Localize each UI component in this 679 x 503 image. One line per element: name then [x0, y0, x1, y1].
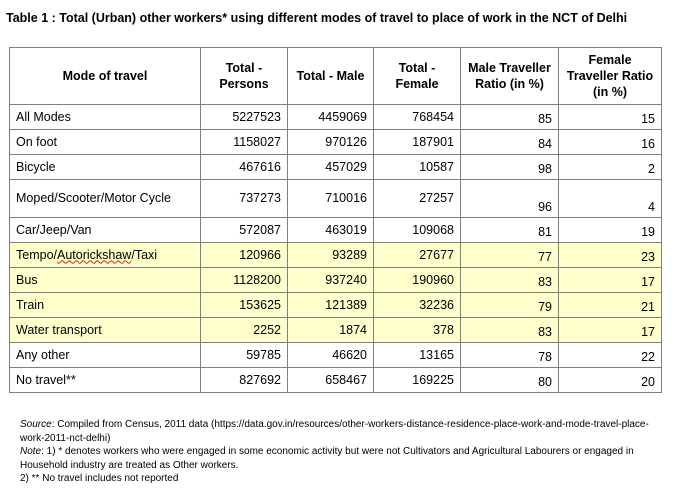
header-total-female: Total - Female [373, 47, 461, 105]
cell-male-ratio: 79 [460, 292, 559, 318]
table-row: Train 153625 121389 32236 79 21 [9, 292, 662, 318]
table-row: Water transport 2252 1874 378 83 17 [9, 317, 662, 343]
cell-female-ratio: 4 [558, 179, 662, 218]
header-female-ratio: Female Traveller Ratio (in %) [558, 47, 662, 105]
spellcheck-word: Autorickshaw [57, 247, 132, 262]
table-row: Bicycle 467616 457029 10587 98 2 [9, 154, 662, 180]
cell-persons: 153625 [200, 292, 288, 318]
cell-male: 46620 [287, 342, 374, 368]
cell-female-ratio: 16 [558, 129, 662, 155]
table-row: Car/Jeep/Van 572087 463019 109068 81 19 [9, 217, 662, 243]
table-row: Bus 1128200 937240 190960 83 17 [9, 267, 662, 293]
cell-female-ratio: 23 [558, 242, 662, 268]
cell-persons: 5227523 [200, 104, 288, 130]
cell-female: 10587 [373, 154, 461, 180]
cell-mode: Moped/Scooter/Motor Cycle [9, 179, 201, 218]
cell-female: 187901 [373, 129, 461, 155]
table-row: Moped/Scooter/Motor Cycle 737273 710016 … [9, 179, 662, 218]
cell-female: 27257 [373, 179, 461, 218]
cell-male-ratio: 78 [460, 342, 559, 368]
note-label: Note [20, 446, 42, 457]
cell-male-ratio: 83 [460, 267, 559, 293]
cell-mode: Car/Jeep/Van [9, 217, 201, 243]
cell-mode: On foot [9, 129, 201, 155]
cell-female-ratio: 21 [558, 292, 662, 318]
cell-male-ratio: 80 [460, 367, 559, 393]
cell-mode: Tempo/Autorickshaw/Taxi [9, 242, 201, 268]
cell-male: 658467 [287, 367, 374, 393]
cell-persons: 2252 [200, 317, 288, 343]
cell-persons: 827692 [200, 367, 288, 393]
cell-mode: Bus [9, 267, 201, 293]
cell-male-ratio: 83 [460, 317, 559, 343]
cell-female-ratio: 22 [558, 342, 662, 368]
cell-female: 768454 [373, 104, 461, 130]
cell-mode: Bicycle [9, 154, 201, 180]
cell-male: 463019 [287, 217, 374, 243]
cell-female: 378 [373, 317, 461, 343]
cell-male-ratio: 98 [460, 154, 559, 180]
cell-female: 169225 [373, 367, 461, 393]
cell-male: 93289 [287, 242, 374, 268]
header-row: Mode of travel Total - Persons Total - M… [9, 47, 662, 105]
cell-male: 457029 [287, 154, 374, 180]
cell-female-ratio: 17 [558, 317, 662, 343]
header-mode: Mode of travel [9, 47, 201, 105]
cell-female: 27677 [373, 242, 461, 268]
cell-male-ratio: 77 [460, 242, 559, 268]
source-label: Source [20, 419, 52, 430]
cell-male: 4459069 [287, 104, 374, 130]
cell-male-ratio: 96 [460, 179, 559, 218]
cell-female: 32236 [373, 292, 461, 318]
header-total-persons: Total - Persons [200, 47, 288, 105]
cell-persons: 59785 [200, 342, 288, 368]
cell-male: 121389 [287, 292, 374, 318]
cell-female: 109068 [373, 217, 461, 243]
cell-male-ratio: 81 [460, 217, 559, 243]
source-text: : Compiled from Census, 2011 data (https… [20, 419, 649, 444]
cell-male: 1874 [287, 317, 374, 343]
cell-male-ratio: 84 [460, 129, 559, 155]
cell-persons: 467616 [200, 154, 288, 180]
cell-persons: 120966 [200, 242, 288, 268]
table-row: All Modes 5227523 4459069 768454 85 15 [9, 104, 662, 130]
cell-persons: 1128200 [200, 267, 288, 293]
table-row: No travel** 827692 658467 169225 80 20 [9, 367, 662, 393]
cell-female: 13165 [373, 342, 461, 368]
table-row: On foot 1158027 970126 187901 84 16 [9, 129, 662, 155]
cell-persons: 572087 [200, 217, 288, 243]
header-male-ratio: Male Traveller Ratio (in %) [460, 47, 559, 105]
source-note: Source: Compiled from Census, 2011 data … [20, 418, 670, 445]
mode-part: Tempo/ [16, 247, 57, 262]
footnote-1: Note: 1) * denotes workers who were enga… [20, 445, 670, 472]
cell-mode: Any other [9, 342, 201, 368]
table-notes: Source: Compiled from Census, 2011 data … [20, 418, 670, 486]
cell-female-ratio: 19 [558, 217, 662, 243]
cell-female-ratio: 15 [558, 104, 662, 130]
cell-mode: Water transport [9, 317, 201, 343]
header-total-male: Total - Male [287, 47, 374, 105]
note-1-text: : 1) * denotes workers who were engaged … [20, 446, 634, 471]
cell-male: 937240 [287, 267, 374, 293]
cell-mode: No travel** [9, 367, 201, 393]
cell-persons: 737273 [200, 179, 288, 218]
cell-male-ratio: 85 [460, 104, 559, 130]
cell-female-ratio: 2 [558, 154, 662, 180]
table-row: Any other 59785 46620 13165 78 22 [9, 342, 662, 368]
travel-mode-table: Mode of travel Total - Persons Total - M… [9, 47, 662, 393]
footnote-2: 2) ** No travel includes not reported [20, 473, 179, 484]
cell-mode: Train [9, 292, 201, 318]
table-title: Table 1 : Total (Urban) other workers* u… [6, 11, 628, 25]
mode-part: /Taxi [131, 247, 158, 262]
cell-male: 970126 [287, 129, 374, 155]
cell-female-ratio: 20 [558, 367, 662, 393]
table-row: Tempo/Autorickshaw/Taxi 120966 93289 276… [9, 242, 662, 268]
cell-female-ratio: 17 [558, 267, 662, 293]
cell-male: 710016 [287, 179, 374, 218]
cell-female: 190960 [373, 267, 461, 293]
cell-mode: All Modes [9, 104, 201, 130]
cell-persons: 1158027 [200, 129, 288, 155]
